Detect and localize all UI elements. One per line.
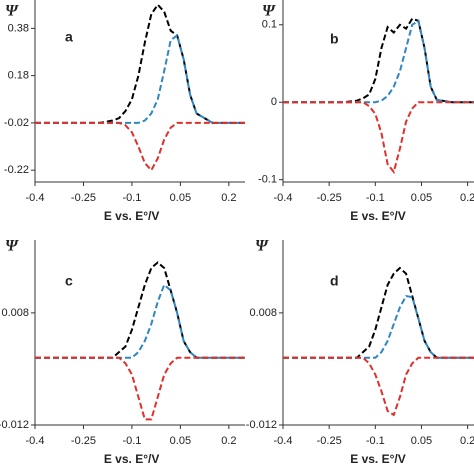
x-axis-label: E vs. E°/V bbox=[350, 452, 406, 466]
series-line bbox=[35, 121, 245, 172]
panel-label: d bbox=[330, 273, 339, 289]
x-tick-label: -0.1 bbox=[366, 192, 385, 204]
y-tick-label: 0.38 bbox=[8, 22, 29, 34]
x-tick-label: -0.1 bbox=[122, 192, 141, 204]
x-axis-label: E vs. E°/V bbox=[104, 209, 160, 223]
x-tick-label: 0.2 bbox=[460, 192, 474, 204]
x-tick-label: -0.25 bbox=[317, 192, 342, 204]
panel-label: c bbox=[65, 273, 73, 289]
x-tick-label: -0.25 bbox=[317, 435, 342, 447]
series-line bbox=[35, 283, 245, 359]
y-tick-label: 0.008 bbox=[1, 307, 29, 319]
x-tick-label: 0.05 bbox=[411, 192, 432, 204]
series-line bbox=[283, 294, 474, 359]
y-tick-label: -0.22 bbox=[4, 164, 29, 176]
x-tick-label: -0.1 bbox=[366, 435, 385, 447]
x-axis-label: E vs. E°/V bbox=[350, 209, 406, 223]
x-tick-label: 0.05 bbox=[170, 192, 191, 204]
x-tick-label: -0.4 bbox=[274, 435, 293, 447]
panel-label: b bbox=[330, 31, 339, 47]
series-line bbox=[35, 33, 245, 124]
y-tick-label: -0.012 bbox=[0, 419, 29, 431]
y-axis-label: Ψ bbox=[5, 3, 19, 20]
x-tick-label: -0.4 bbox=[26, 435, 45, 447]
x-tick-label: 0.2 bbox=[460, 435, 474, 447]
series-line bbox=[283, 356, 474, 417]
x-tick-label: 0.2 bbox=[221, 435, 236, 447]
y-tick-label: 0 bbox=[271, 96, 277, 108]
y-axis-label: Ψ bbox=[255, 238, 269, 255]
x-tick-label: 0.2 bbox=[221, 192, 236, 204]
y-tick-label: -0.1 bbox=[258, 174, 277, 186]
y-axis-label: Ψ bbox=[262, 3, 276, 20]
x-tick-label: -0.4 bbox=[26, 192, 45, 204]
x-tick-label: -0.1 bbox=[122, 435, 141, 447]
x-tick-label: -0.25 bbox=[71, 192, 96, 204]
x-tick-label: -0.4 bbox=[274, 192, 293, 204]
series-line bbox=[283, 17, 474, 104]
y-tick-label: -0.012 bbox=[246, 419, 277, 431]
y-tick-label: 0.008 bbox=[249, 307, 277, 319]
x-tick-label: 0.05 bbox=[170, 435, 191, 447]
y-axis-label: Ψ bbox=[5, 238, 19, 255]
series-line bbox=[283, 266, 474, 359]
x-axis-label: E vs. E°/V bbox=[104, 452, 160, 466]
x-tick-label: 0.05 bbox=[411, 435, 432, 447]
y-tick-label: 0.18 bbox=[8, 70, 29, 82]
series-line bbox=[35, 356, 245, 421]
series-line bbox=[35, 3, 245, 124]
series-line bbox=[283, 101, 474, 175]
panel-label: a bbox=[65, 29, 73, 45]
y-tick-label: 0.1 bbox=[262, 19, 277, 31]
x-tick-label: -0.25 bbox=[71, 435, 96, 447]
y-tick-label: -0.02 bbox=[4, 117, 29, 129]
